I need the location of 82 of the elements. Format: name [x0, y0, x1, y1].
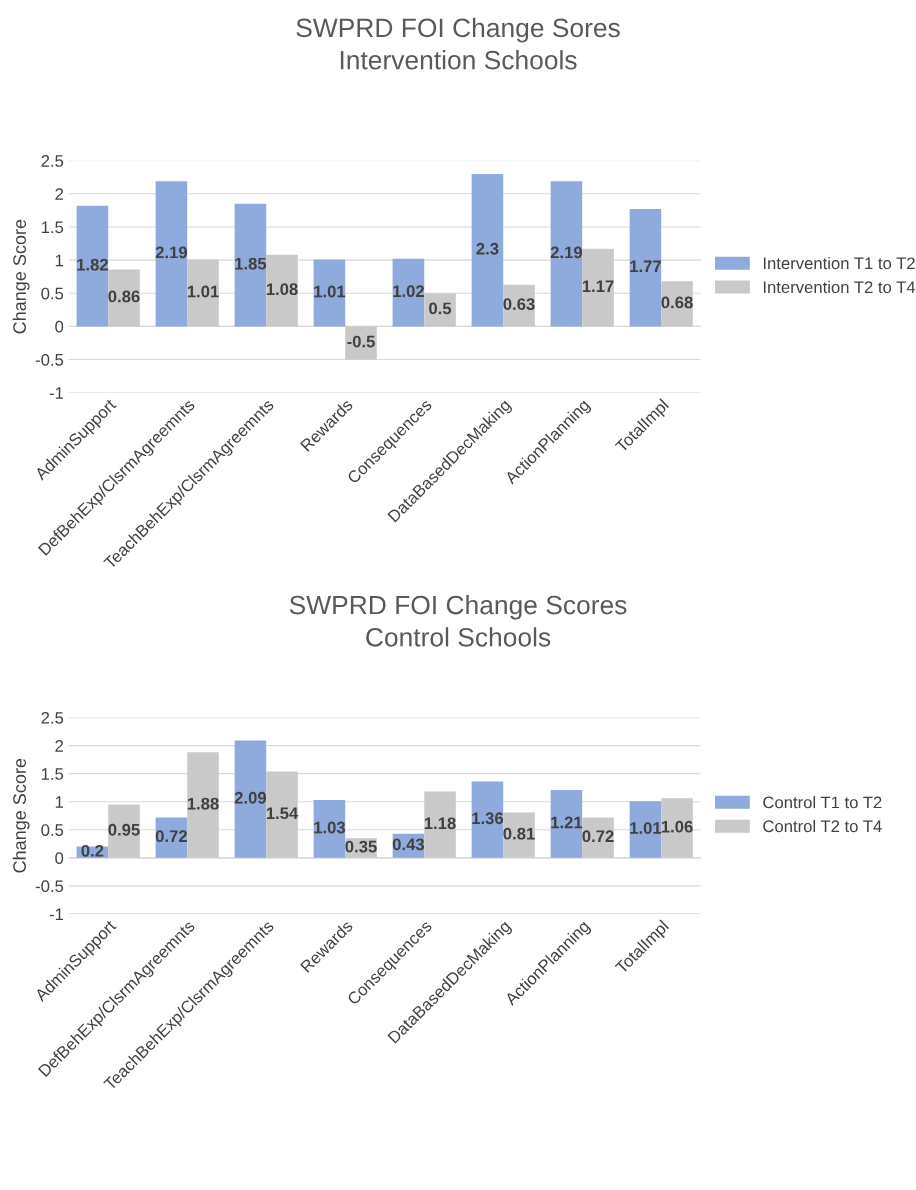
legend-label: Control T2 to T4 — [763, 819, 882, 833]
data-label: 2.19 — [550, 246, 583, 259]
data-label: 1.88 — [187, 797, 219, 810]
data-label: 0.86 — [108, 290, 140, 303]
data-label: -0.5 — [347, 335, 375, 348]
data-label: 0.5 — [429, 302, 452, 315]
data-label: 0.2 — [81, 844, 104, 857]
y-axis-title: Change Score — [12, 219, 30, 334]
y-axis-title: Change Score — [12, 758, 30, 873]
bar — [550, 181, 583, 327]
data-label: 1.08 — [266, 283, 298, 296]
bar — [345, 326, 377, 360]
bar — [234, 203, 267, 327]
bar — [266, 254, 298, 327]
bar — [313, 259, 346, 327]
y-tick-label: 0.5 — [41, 824, 64, 836]
chart-title: SWPRD FOI Change Scores Control Schools — [289, 595, 627, 647]
data-label: 1.02 — [393, 285, 424, 298]
data-label: 0.81 — [503, 827, 535, 840]
legend-label: Intervention T1 to T2 — [763, 256, 915, 270]
y-tick-label: 0 — [55, 852, 64, 865]
bar — [424, 293, 456, 327]
bar — [503, 812, 535, 858]
bar — [313, 800, 346, 858]
bar — [266, 771, 298, 858]
bar — [550, 789, 583, 858]
y-tick-label: -0.5 — [35, 353, 64, 366]
data-label: 0.43 — [392, 838, 425, 851]
bar — [582, 248, 614, 327]
data-label: 0.68 — [661, 296, 693, 309]
y-tick-label: -0.5 — [35, 880, 64, 893]
data-label: 1.77 — [630, 260, 661, 273]
data-label: 1.17 — [582, 280, 614, 292]
bar — [187, 752, 219, 858]
bar — [108, 804, 140, 858]
data-label: 1.01 — [630, 822, 662, 834]
data-label: 1.03 — [314, 821, 346, 834]
bar — [424, 791, 456, 858]
bar — [471, 781, 504, 858]
data-label: 1.06 — [661, 820, 693, 833]
chart-title: SWPRD FOI Change Sores Intervention Schools — [296, 17, 620, 70]
bar — [661, 798, 693, 858]
y-tick-label: 2.5 — [41, 711, 64, 724]
data-label: 0.72 — [582, 830, 614, 843]
data-label: 0.35 — [345, 840, 377, 853]
bar — [155, 181, 188, 327]
data-label: 1.18 — [424, 817, 456, 830]
bar — [392, 258, 425, 327]
bar — [471, 173, 504, 327]
bar — [108, 269, 140, 327]
bar — [582, 817, 614, 858]
y-tick-label: 2.5 — [41, 155, 64, 167]
bar — [187, 259, 219, 327]
legend-label: Control T1 to T2 — [763, 796, 882, 809]
y-tick-label: -1 — [49, 387, 64, 399]
data-label: 1.82 — [77, 258, 108, 271]
y-tick-label: 2 — [55, 188, 63, 200]
data-label: 1.01 — [314, 285, 346, 298]
data-label: 0.63 — [503, 298, 535, 311]
y-tick-label: 1 — [55, 796, 64, 808]
data-label: 0.72 — [155, 830, 187, 843]
data-label: 1.21 — [551, 816, 583, 829]
bar — [629, 801, 662, 858]
bar — [234, 740, 267, 858]
bar — [76, 205, 109, 327]
data-label: 2.19 — [155, 246, 188, 259]
y-tick-label: 0 — [55, 320, 64, 333]
y-tick-label: 0.5 — [41, 287, 64, 300]
legend-label: Intervention T2 to T4 — [763, 280, 916, 294]
y-tick-label: 2 — [55, 740, 63, 752]
y-tick-label: 1.5 — [41, 768, 64, 780]
bar — [629, 209, 662, 327]
data-label: 0.95 — [108, 823, 140, 836]
y-tick-label: 1.5 — [41, 221, 64, 234]
y-tick-label: 1 — [55, 254, 64, 267]
data-label: 2.09 — [234, 791, 267, 804]
data-label: 2.3 — [476, 242, 499, 255]
data-label: 1.01 — [187, 285, 219, 298]
data-label: 1.85 — [235, 257, 267, 270]
data-label: 1.54 — [266, 807, 299, 820]
y-tick-label: -1 — [49, 908, 64, 920]
data-label: 1.36 — [472, 812, 504, 825]
